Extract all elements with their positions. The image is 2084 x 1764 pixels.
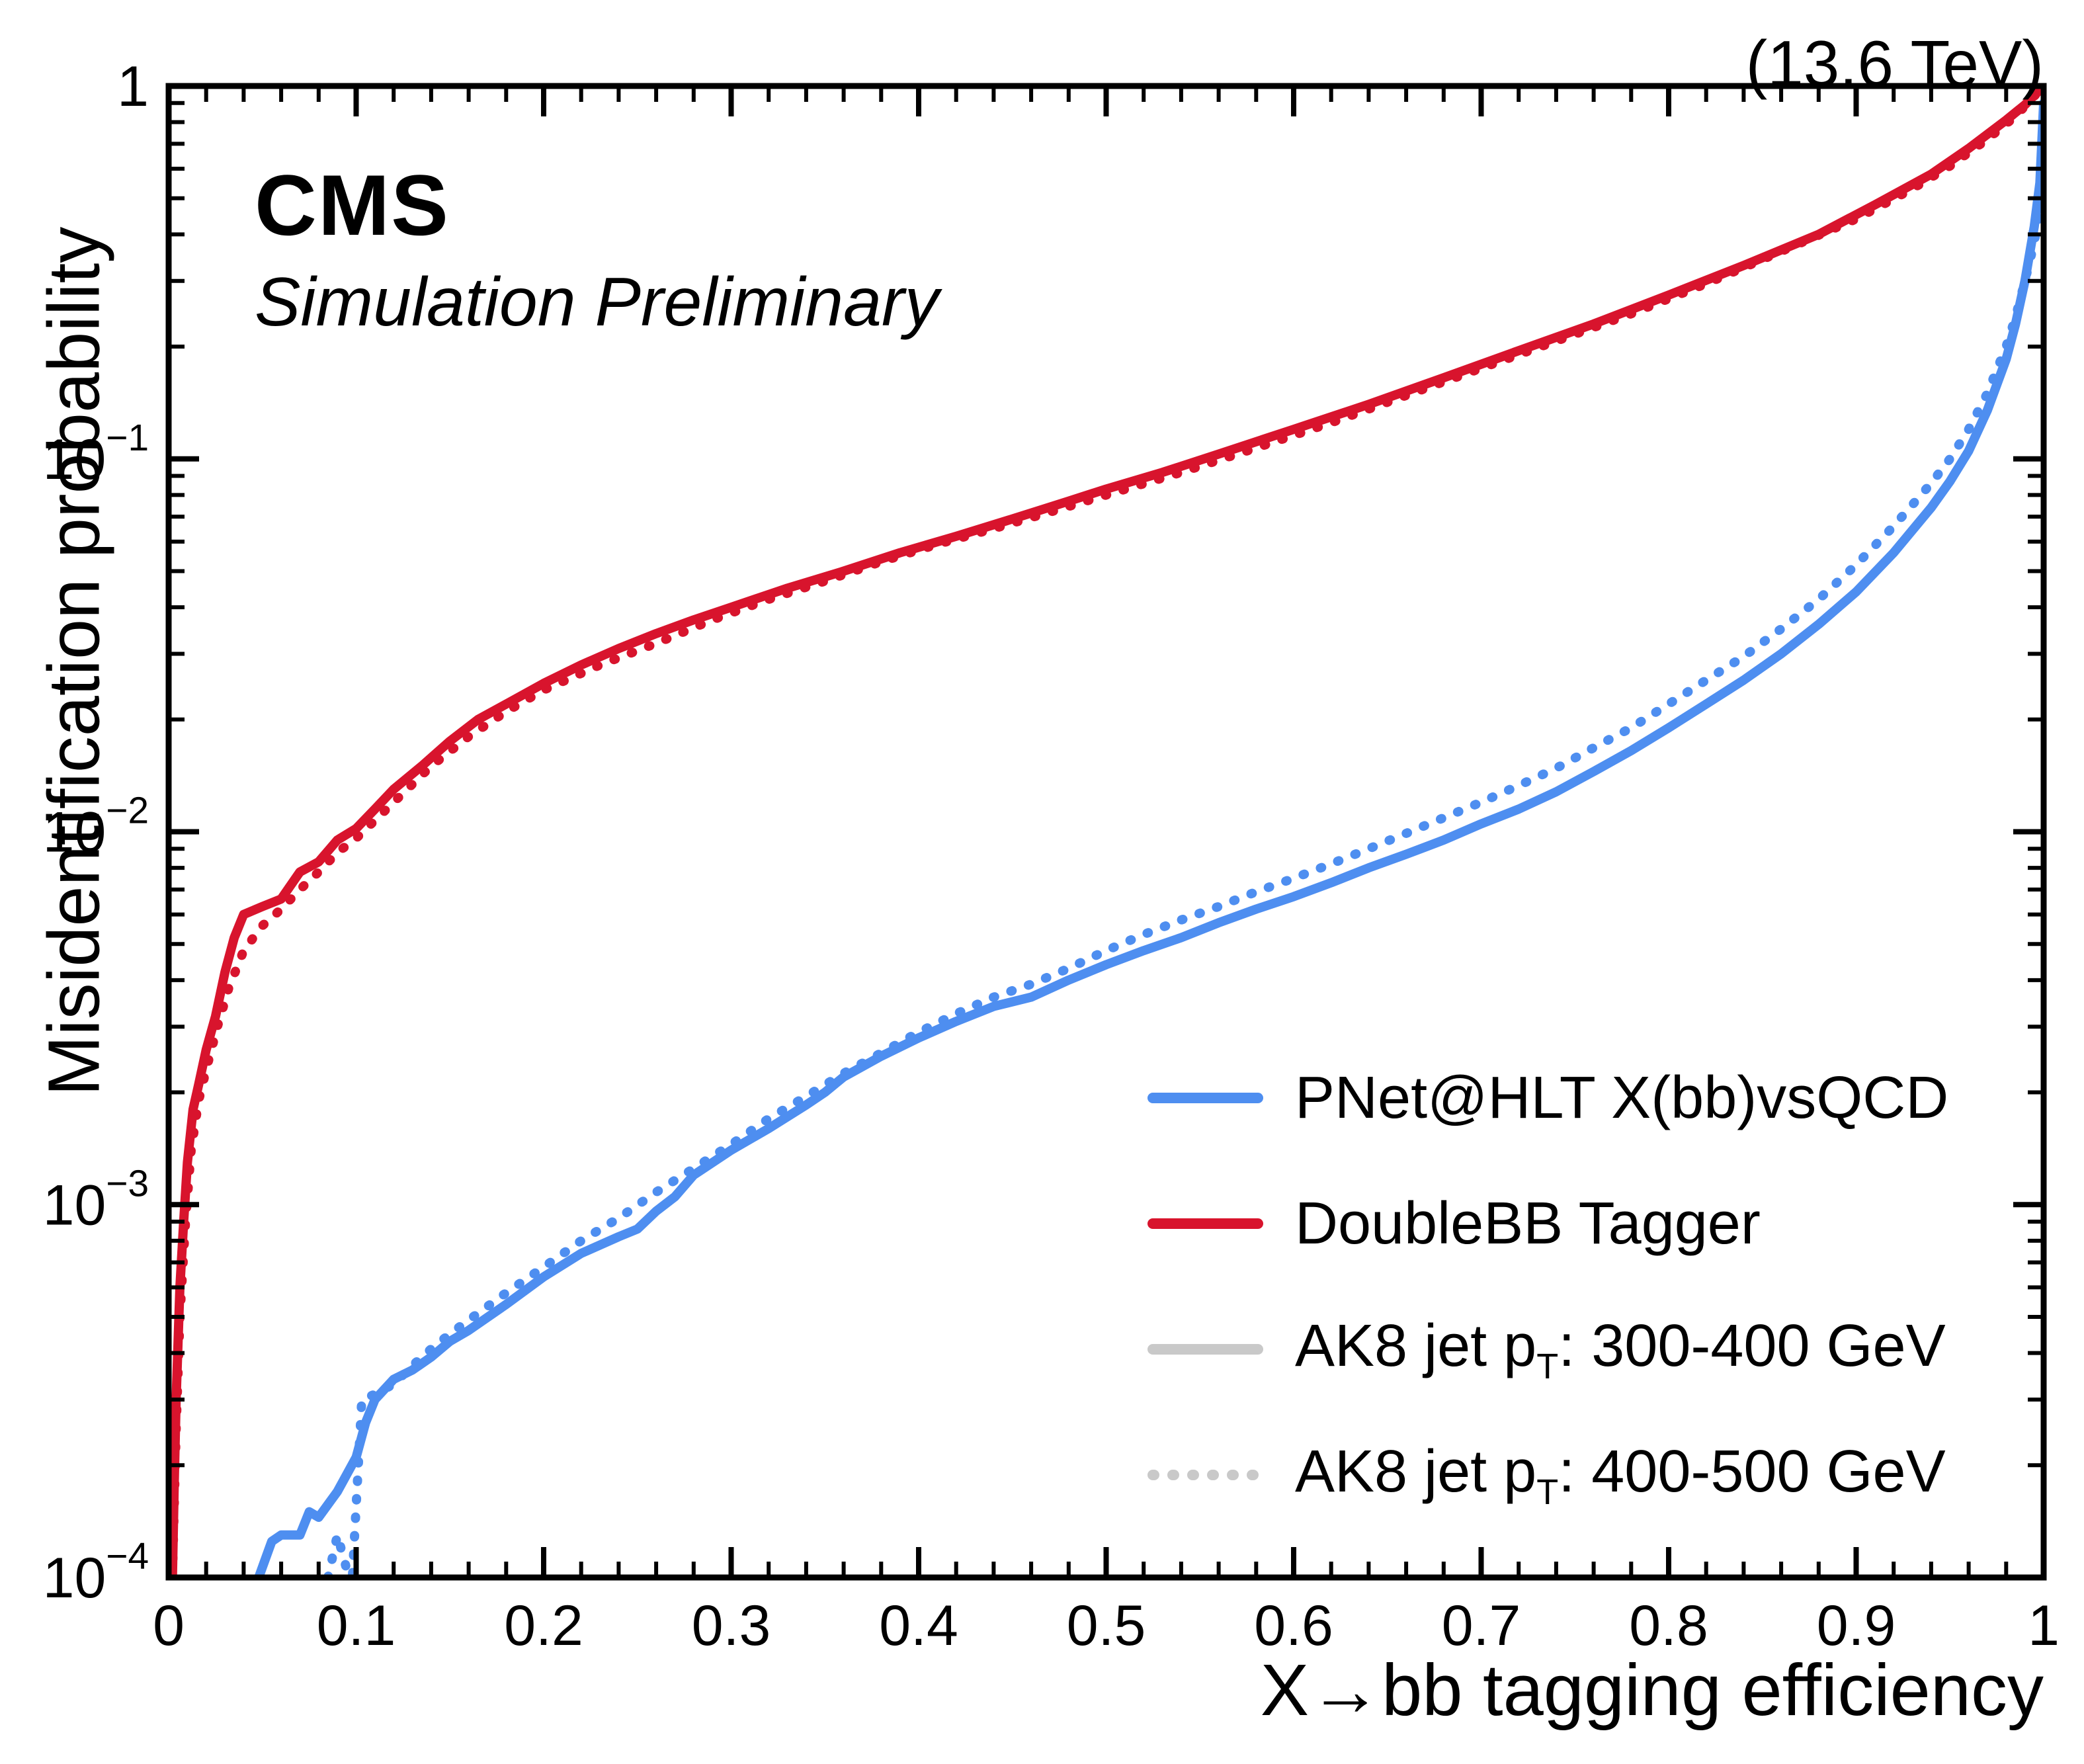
x-tick-label: 0.7	[1442, 1594, 1521, 1658]
legend-item: AK8 jet pT: 400-500 GeV	[1147, 1412, 1948, 1538]
legend-line-sample	[1147, 1093, 1263, 1103]
plot-frame	[165, 83, 2047, 1581]
cms-label: CMS	[255, 157, 450, 253]
x-tick-label: 0.9	[1817, 1594, 1896, 1658]
y-axis-title: Misidentification probability	[33, 226, 115, 1097]
legend-label: AK8 jet pT: 300-400 GeV	[1295, 1312, 1946, 1386]
x-tick-label: 0.1	[317, 1594, 396, 1658]
legend-item: AK8 jet pT: 300-400 GeV	[1147, 1286, 1948, 1412]
x-tick-label: 0.6	[1254, 1594, 1333, 1658]
curve-3	[254, 98, 2044, 1577]
legend-line-sample	[1147, 1218, 1263, 1229]
y-tick-label: 10−2	[43, 790, 149, 864]
legend-line-sample	[1147, 1344, 1263, 1355]
x-axis-title: X→bb tagging efficiency	[1260, 1650, 2044, 1731]
x-tick-label: 1	[2028, 1594, 2060, 1658]
legend-item: DoubleBB Tagger	[1147, 1161, 1948, 1286]
y-tick-label: 1	[117, 55, 149, 118]
curve-1	[169, 86, 2044, 1577]
simulation-preliminary-label: Simulation Preliminary	[255, 264, 939, 341]
curve-2	[323, 178, 2044, 1577]
legend-label: DoubleBB Tagger	[1295, 1190, 1761, 1257]
legend-line-sample	[1147, 1470, 1263, 1480]
y-tick-label: 10−1	[43, 417, 149, 491]
legend-label: AK8 jet pT: 400-500 GeV	[1295, 1438, 1946, 1512]
x-tick-label: 0.4	[879, 1594, 958, 1658]
x-tick-label: 0	[153, 1594, 185, 1658]
legend: PNet@HLT X(bb)vsQCD DoubleBB Tagger AK8 je…	[1147, 1035, 1948, 1538]
y-tick-label: 10−3	[43, 1163, 149, 1237]
legend-label: PNet@HLT X(bb)vsQCD	[1295, 1064, 1949, 1131]
y-tick-label: 10−4	[43, 1536, 149, 1610]
x-tick-label: 0.8	[1629, 1594, 1708, 1658]
legend-item: PNet@HLT X(bb)vsQCD	[1147, 1035, 1948, 1161]
x-tick-label: 0.3	[692, 1594, 771, 1658]
x-tick-label: 0.2	[504, 1594, 583, 1658]
x-tick-label: 0.5	[1067, 1594, 1146, 1658]
energy-label: (13.6 TeV)	[1745, 27, 2044, 100]
